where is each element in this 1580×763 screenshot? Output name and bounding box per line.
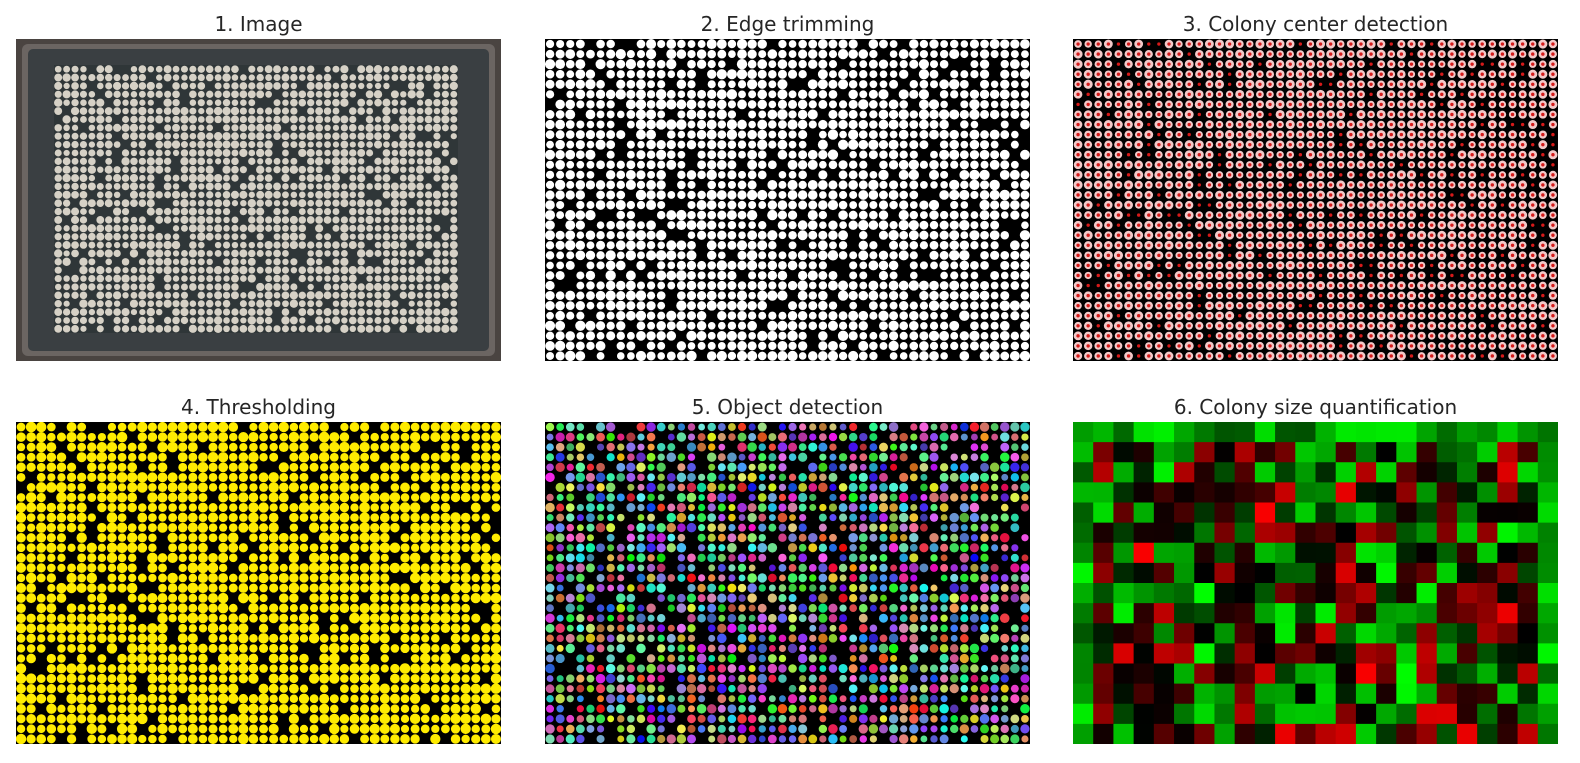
panel-title: 6. Colony size quantification — [1173, 395, 1458, 419]
panel-title: 4. Thresholding — [181, 395, 336, 419]
colonies — [54, 65, 458, 334]
centers-background — [1073, 39, 1558, 361]
panel-object-detection: 5. Object detection — [545, 391, 1030, 746]
panel-title: 3. Colony center detection — [1182, 12, 1449, 36]
threshold-background — [16, 422, 501, 744]
colonies — [1073, 39, 1558, 361]
object-labels-image — [545, 422, 1030, 744]
colony-centers-image — [1073, 39, 1558, 361]
colonies — [16, 422, 501, 744]
mask-background — [545, 39, 1030, 361]
panel-title: 1. Image — [214, 12, 303, 36]
panel-colony-center-detection: 3. Colony center detection — [1073, 8, 1558, 363]
colony-size-heatmap — [1073, 422, 1558, 744]
threshold-image — [16, 422, 501, 744]
panel-title: 5. Object detection — [691, 395, 884, 419]
panel-colony-size-quantification: 6. Colony size quantification — [1073, 391, 1558, 746]
binary-mask-image — [545, 39, 1030, 361]
panel-edge-trimming: 2. Edge trimming — [545, 8, 1030, 363]
heatmap-cells — [1073, 422, 1558, 744]
colonies — [545, 39, 1030, 361]
panel-title: 2. Edge trimming — [700, 12, 875, 36]
plate-photo — [16, 39, 501, 361]
objects — [545, 422, 1030, 744]
panel-image: 1. Image — [16, 8, 501, 363]
objects-background — [545, 422, 1030, 744]
agar-field — [54, 65, 458, 333]
panel-thresholding: 4. Thresholding — [16, 391, 501, 746]
